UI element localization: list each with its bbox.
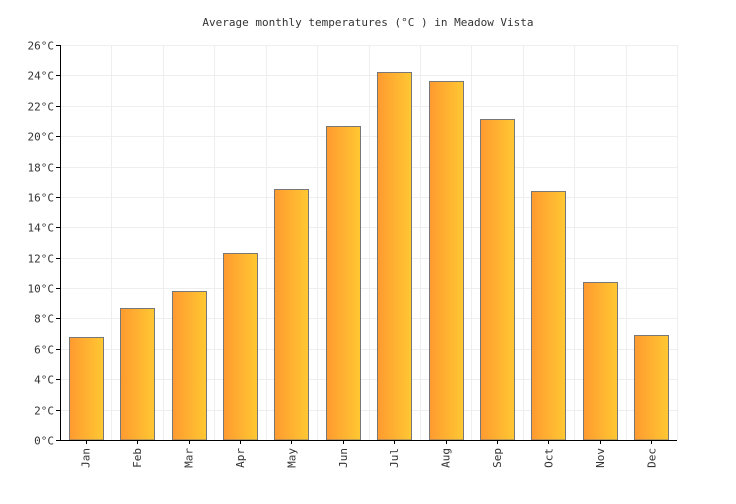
- bar-oct: [531, 191, 566, 441]
- y-tick-label: 18°C: [28, 162, 55, 175]
- x-tick-label: Jun: [337, 448, 350, 468]
- x-tick-labels: Jan Feb Mar Apr May Jun Jul Aug Sep Oct Nov Dec: [80, 448, 659, 468]
- y-tick-label: 12°C: [28, 253, 55, 266]
- y-tick-label: 10°C: [28, 283, 55, 296]
- y-tick-label: 22°C: [28, 101, 55, 114]
- x-tick-label: Mar: [183, 448, 196, 468]
- y-tick-label: 20°C: [28, 131, 55, 144]
- bar-aug: [429, 81, 464, 441]
- bar-jun: [326, 126, 361, 441]
- bar-jan: [69, 337, 104, 441]
- x-tick-label: Sep: [491, 448, 504, 468]
- x-tick-label: Feb: [131, 448, 144, 468]
- bars: [69, 72, 669, 441]
- grid-lines: [60, 45, 678, 441]
- x-tick-label: Oct: [542, 448, 555, 468]
- y-tick-labels: 0°C 2°C 4°C 6°C 8°C 10°C 12°C 14°C 16°C 18°C 20°C 2…: [28, 40, 55, 448]
- x-tick-label: May: [285, 448, 298, 468]
- x-tick-label: Apr: [234, 448, 247, 468]
- y-tick-label: 16°C: [28, 192, 55, 205]
- axes: [56, 45, 677, 444]
- x-tick-label: Nov: [594, 448, 607, 468]
- x-tick-label: Aug: [440, 448, 453, 468]
- y-tick-label: 0°C: [34, 435, 54, 448]
- x-tick-label: Jul: [388, 448, 401, 468]
- bar-sep: [480, 119, 515, 441]
- bar-may: [274, 189, 309, 441]
- bar-nov: [583, 282, 618, 441]
- y-tick-label: 14°C: [28, 222, 55, 235]
- chart-title: Average monthly temperatures (°C ) in Me…: [202, 16, 533, 29]
- x-tick-label: Jan: [80, 448, 93, 468]
- y-tick-label: 4°C: [34, 374, 54, 387]
- y-tick-label: 26°C: [28, 40, 55, 53]
- bar-mar: [172, 291, 207, 441]
- x-tick-label: Dec: [645, 448, 658, 468]
- bar-apr: [223, 253, 258, 441]
- y-tick-label: 6°C: [34, 344, 54, 357]
- y-tick-label: 24°C: [28, 70, 55, 83]
- y-tick-label: 8°C: [34, 313, 54, 326]
- bar-feb: [120, 308, 155, 441]
- bar-jul: [377, 72, 412, 441]
- bar-dec: [634, 335, 669, 441]
- y-tick-label: 2°C: [34, 405, 54, 418]
